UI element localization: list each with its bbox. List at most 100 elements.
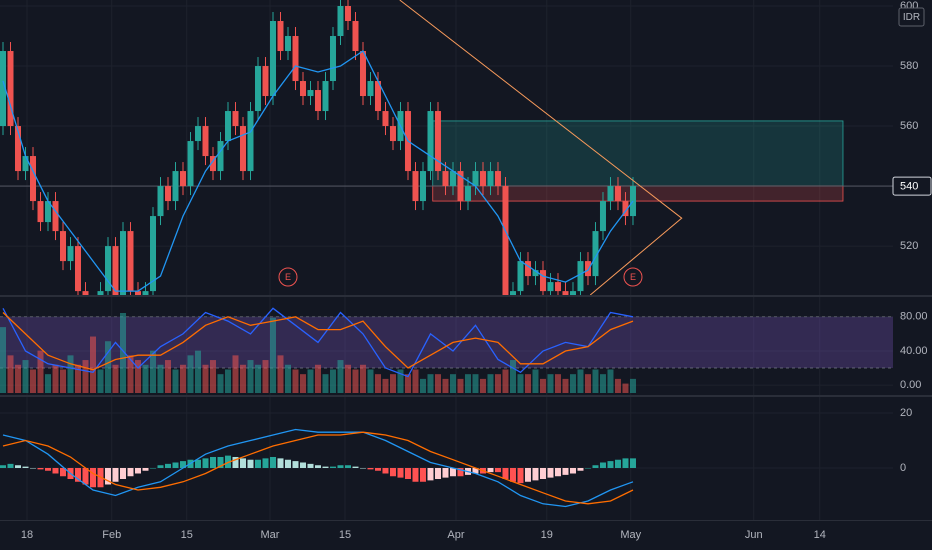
- volume-bar: [134, 360, 141, 393]
- histogram-bar: [569, 467, 576, 474]
- volume-bar: [442, 378, 449, 393]
- histogram-bar: [562, 467, 569, 475]
- signal-line: [2, 431, 634, 505]
- candle-body: [532, 270, 539, 277]
- currency-label: IDR: [903, 12, 920, 23]
- histogram-bar: [419, 467, 426, 482]
- candle-body: [44, 201, 51, 223]
- candle-body: [164, 186, 171, 202]
- volume-bar: [479, 378, 486, 393]
- histogram-bar: [269, 456, 276, 468]
- candle-body: [172, 171, 179, 202]
- histogram-bar: [119, 467, 126, 479]
- candle-body: [374, 81, 381, 112]
- volume-bar: [614, 378, 621, 393]
- x-tick-label: Feb: [102, 529, 121, 541]
- candle-body: [209, 156, 216, 172]
- histogram-bar: [577, 467, 584, 471]
- candle-body: [119, 231, 126, 295]
- histogram-bar: [239, 458, 246, 468]
- volume-bar: [254, 364, 261, 393]
- histogram-bar: [7, 463, 14, 468]
- volume-bar: [592, 369, 599, 393]
- candle-body: [284, 36, 291, 52]
- volume-bar: [419, 378, 426, 393]
- histogram-bar: [614, 459, 621, 468]
- histogram-bar: [547, 467, 554, 478]
- histogram-bar: [532, 467, 539, 481]
- candle-body: [359, 51, 366, 97]
- volume-bar: [232, 355, 239, 393]
- candle-body: [217, 141, 224, 172]
- histogram-bar: [622, 458, 629, 468]
- x-tick-label: 19: [541, 529, 553, 541]
- x-tick-label: Jun: [745, 529, 763, 541]
- volume-bar: [382, 378, 389, 393]
- histogram-bar: [442, 467, 449, 478]
- candle-body: [614, 186, 621, 202]
- candle-body: [494, 171, 501, 187]
- volume-bar: [74, 364, 81, 393]
- candle-body: [239, 126, 246, 172]
- candle-body: [352, 21, 359, 52]
- volume-bar: [59, 369, 66, 393]
- histogram-bar: [607, 461, 614, 468]
- candle-body: [314, 90, 321, 112]
- candle-body: [629, 186, 636, 217]
- histogram-bar: [127, 467, 134, 477]
- candle-body: [67, 246, 74, 262]
- event-marker: [623, 267, 643, 287]
- histogram-bar: [104, 467, 111, 485]
- volume-bar: [629, 378, 636, 393]
- candle-body: [202, 126, 209, 157]
- volume-bar: [209, 360, 216, 393]
- volume-bar: [457, 378, 464, 393]
- candle-body: [299, 81, 306, 97]
- volume-bar: [577, 369, 584, 393]
- histogram-bar: [194, 459, 201, 468]
- histogram-bar: [89, 467, 96, 488]
- histogram-bar: [37, 467, 44, 470]
- macd-line: [2, 428, 634, 508]
- candle-body: [29, 156, 36, 202]
- histogram-bar: [389, 467, 396, 477]
- candle-body: [464, 186, 471, 202]
- y-tick-label: 80.00: [900, 311, 928, 323]
- volume-bar: [187, 355, 194, 393]
- candle-body: [269, 21, 276, 97]
- moving-average: [2, 50, 634, 292]
- histogram-bar: [202, 458, 209, 468]
- candle-body: [419, 171, 426, 202]
- volume-bar: [397, 369, 404, 393]
- candle-body: [7, 51, 14, 127]
- volume-bar: [104, 341, 111, 393]
- volume-bar: [119, 313, 126, 393]
- x-tick-label: Apr: [447, 529, 464, 541]
- y-tick-label: 600: [900, 0, 918, 12]
- candle-body: [254, 66, 261, 112]
- histogram-bar: [232, 456, 239, 468]
- histogram-bar: [449, 467, 456, 477]
- histogram-bar: [74, 467, 81, 482]
- histogram-bar: [509, 467, 516, 482]
- candle-body: [554, 282, 561, 292]
- volume-bar: [322, 374, 329, 393]
- volume-bar: [172, 369, 179, 393]
- y-tick-label: 0: [900, 462, 906, 474]
- candle-body: [592, 231, 599, 277]
- volume-bar: [389, 374, 396, 393]
- volume-bar: [14, 364, 21, 393]
- volume-bar: [584, 374, 591, 393]
- volume-bar: [517, 374, 524, 393]
- candle-body: [329, 36, 336, 82]
- histogram-bar: [14, 465, 21, 468]
- histogram-bar: [404, 467, 411, 479]
- k-line: [2, 307, 634, 378]
- histogram-bar: [307, 463, 314, 468]
- candle-body: [584, 261, 591, 277]
- y-tick-label: 580: [900, 60, 918, 72]
- volume-bar: [284, 364, 291, 393]
- volume-bar: [359, 364, 366, 393]
- histogram-bar: [502, 467, 509, 479]
- histogram-bar: [352, 466, 359, 468]
